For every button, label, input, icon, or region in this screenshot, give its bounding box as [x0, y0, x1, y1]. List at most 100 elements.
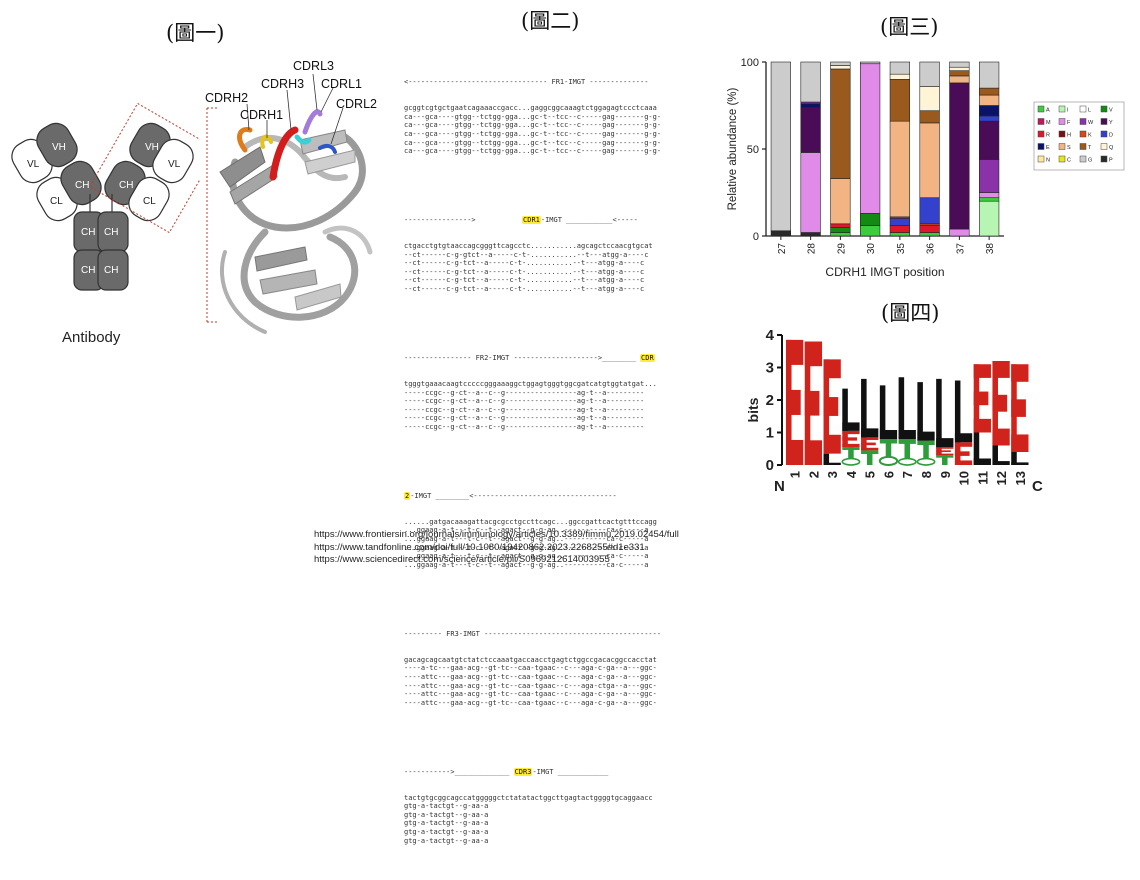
sequence-line: gtg-a-tactgt--g-aa-a — [404, 836, 489, 845]
logo-x-tick-label: 10 — [957, 471, 972, 485]
cdr1-header: ----------------> CDR1-IMGT ___________<… — [404, 216, 700, 225]
legend-frame — [1033, 101, 1125, 171]
stacked-bar-chart: 0 50 100 Relative abundance (%) 27 28 29 30 35 36… — [727, 57, 1125, 279]
logo-letter-T — [917, 440, 935, 459]
logo-letter-S — [916, 457, 936, 466]
reference-link-2[interactable]: https://www.tandfonline.com/doi/full/10.… — [314, 541, 645, 553]
logo-x-tick-label: 3 — [825, 471, 840, 478]
logo-x-tick-label: 12 — [994, 471, 1009, 485]
fr1-header: <--------------------------------- FR1-I… — [404, 78, 649, 87]
legend-label-V: V — [1109, 108, 1113, 114]
bar-segment-G — [979, 61, 1000, 89]
logo-letter-E — [992, 361, 1010, 446]
sequence-line: -----ccgc--g-ct--a--c--g----------------… — [404, 397, 645, 406]
cdrh3-label: CDRH3 — [261, 77, 304, 91]
legend-swatch-V — [1100, 105, 1108, 113]
bar-segment-E — [800, 103, 821, 108]
bar-segment-T — [889, 79, 910, 122]
logo-letter-L — [973, 432, 991, 465]
logo-x-tick-label: 2 — [806, 471, 821, 478]
logo-letter-L — [842, 388, 860, 431]
bar-28 — [800, 61, 821, 237]
legend-label-H: H — [1067, 133, 1071, 139]
legend-label-M: M — [1046, 120, 1051, 126]
bar-segment-G — [830, 61, 851, 66]
legend-label-T: T — [1088, 145, 1092, 151]
legend-label-L: L — [1088, 108, 1091, 114]
legend-swatch-I — [1058, 105, 1066, 113]
logo-letter-S — [841, 457, 861, 466]
bar-segment-T — [949, 70, 970, 77]
bar-segment-S — [949, 75, 970, 84]
fr3-lines: gacagcagcaatgtctatctccaaatgaccaacctgagtc… — [404, 656, 700, 708]
legend-label-S: S — [1067, 145, 1071, 151]
reference-link-1[interactable]: https://www.frontiersin.org/journals/imm… — [314, 529, 679, 540]
bar-segment-R — [919, 225, 940, 233]
legend-label-F: F — [1067, 120, 1071, 126]
bar-segment-W — [979, 159, 1000, 193]
bar-segment-A — [979, 197, 1000, 202]
legend-swatch-D — [1100, 130, 1108, 138]
bar-segment-S — [889, 120, 910, 218]
logo-letter-E — [954, 442, 973, 465]
cdr3-lines: tactgtgcggcagccatgggggctctatatactggcttga… — [404, 794, 700, 846]
cdrh2-loop — [237, 126, 253, 153]
logo-position-6 — [878, 385, 899, 467]
sequence-alignment: <--------------------------------- FR1-I… — [404, 44, 700, 880]
fr2-header-pre: ---------------- FR2-IMGT --------------… — [404, 354, 641, 363]
sequence-line: ca---gca----gtgg--tctgg-gga...gc-t--tcc-… — [404, 121, 662, 130]
logo-x-tick-label: 8 — [919, 471, 934, 478]
sequence-line: -----ccgc--g-ct--a--c--g----------------… — [404, 422, 645, 431]
bar-37 — [949, 61, 970, 237]
legend-label-R: R — [1046, 133, 1050, 139]
sequence-line: -----ccgc--g-ct--a--c--g----------------… — [404, 405, 645, 414]
logo-y-tick-label: 0 — [766, 457, 774, 474]
cl-text-right: CL — [143, 196, 156, 207]
legend-swatch-F — [1058, 118, 1066, 125]
sequence-line: ...ggaag-a-t---t-c--t--agact--g-g-ag..--… — [404, 560, 649, 569]
legend-label-P: P — [1109, 158, 1113, 164]
bar-segment-D — [889, 218, 910, 226]
legend-label-G: G — [1088, 158, 1092, 164]
bar-segment-T — [919, 110, 940, 124]
vl-domain-right — [152, 138, 194, 184]
cdrl1-loop — [294, 134, 312, 145]
cdrl1-label: CDRL1 — [321, 77, 362, 91]
bar-segment-G — [770, 61, 791, 232]
zoom-connector — [206, 107, 219, 323]
bar-segment-G — [949, 61, 970, 68]
vh-text: VH — [52, 142, 66, 153]
cdr1-highlight: CDR1 — [522, 216, 541, 225]
logo-letter-E — [861, 437, 879, 451]
logo-letter-E — [804, 341, 823, 465]
fr1-block: <--------------------------------- FR1-I… — [404, 61, 700, 173]
legend-swatch-N — [1037, 155, 1045, 163]
cdrh1-label: CDRH1 — [240, 108, 283, 122]
fr2-cdr-highlight: CDR — [640, 354, 655, 363]
sequence-line: gtg-a-tactgt--g-aa-a — [404, 802, 489, 811]
fab-highlight-box — [88, 102, 200, 234]
figure-2-label: (圖二) — [521, 9, 580, 33]
logo-letter-L — [936, 378, 954, 448]
legend-label-W: W — [1088, 120, 1094, 126]
bar-segment-A — [889, 232, 910, 237]
bar-segment-A — [830, 232, 851, 237]
logo-position-1 — [786, 339, 804, 465]
protein-structure-illustration: CDRH2 CDRH1 CDRH3 CDRL3 CDRL1 CDRL2 — [205, 59, 377, 334]
sequence-line: ----a-tc---gaa-acg--gt-tc--caa-tgaac--c-… — [404, 664, 657, 673]
sequence-line: ...ggaag-a-t---t-c--t--agact--g-g-ag..--… — [404, 552, 649, 561]
logo-letter-E — [786, 339, 804, 465]
logo-y-tick-label: 2 — [766, 392, 774, 409]
logo-letter-E — [936, 447, 954, 456]
reference-link-3[interactable]: https://www.sciencedirect.com/science/ar… — [314, 554, 610, 566]
y-tick-label: 50 — [747, 144, 759, 156]
bar-segment-Y — [800, 106, 821, 153]
logo-letter-L — [917, 382, 935, 441]
logo-position-10 — [954, 380, 973, 465]
sequence-line: gtg-a-tactgt--g-aa-a — [404, 819, 489, 828]
x-tick-label: 37 — [955, 243, 966, 255]
logo-x-tick-label: 4 — [844, 470, 859, 478]
logo-position-9 — [936, 378, 954, 465]
legend-label-D: D — [1109, 133, 1113, 139]
y-axis-label: Relative abundance (%) — [727, 87, 739, 210]
